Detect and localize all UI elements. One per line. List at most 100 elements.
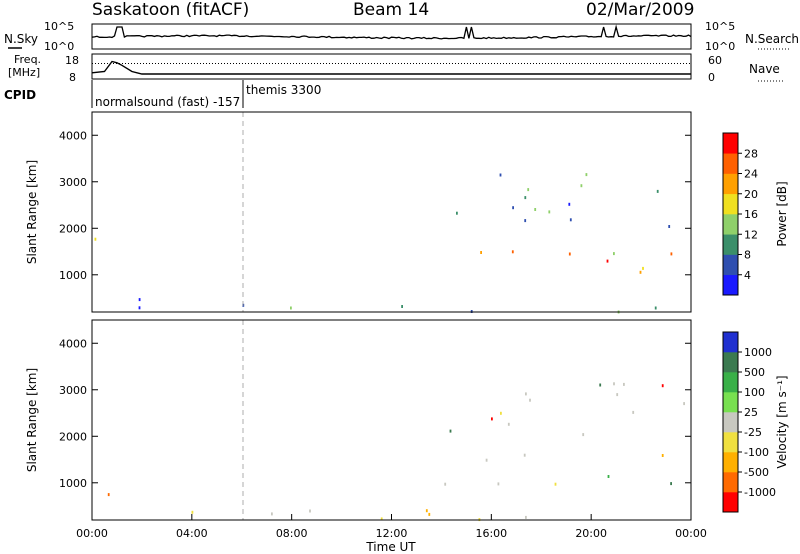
colorbar-tick-label: 20 <box>744 188 758 201</box>
colorbar-segment <box>723 452 738 473</box>
freq-bottom-tick: 8 <box>69 71 76 84</box>
data-cell <box>525 515 527 519</box>
x-ticks: 00:00 04:00 08:00 12:00 16:00 20:00 00:00 <box>76 514 707 540</box>
power-yticks: 1000 2000 3000 4000 <box>59 129 691 282</box>
y-tick-label: 3000 <box>59 384 87 397</box>
station-title: Saskatoon (fitACF) <box>92 0 249 20</box>
data-cell <box>507 422 510 426</box>
velocity-cells <box>107 382 685 522</box>
date-title: 02/Mar/2009 <box>586 0 694 20</box>
data-cell <box>568 202 571 206</box>
nave-label: Nave <box>749 62 780 76</box>
data-cell <box>613 252 615 256</box>
colorbar-tick-label: 28 <box>744 147 758 160</box>
data-cell <box>512 206 514 210</box>
colorbar-tick-label: 25 <box>744 406 758 419</box>
data-cell <box>548 210 551 214</box>
data-cell <box>569 218 572 222</box>
data-cell <box>380 517 383 521</box>
data-cell <box>616 393 619 397</box>
y-tick-label: 2000 <box>59 430 87 443</box>
data-cell <box>568 252 571 256</box>
colorbar-segment <box>723 352 738 373</box>
colorbar-segment <box>723 214 738 235</box>
y-tick-label: 1000 <box>59 269 87 282</box>
noise-search-label: N.Search <box>745 32 799 46</box>
colorbar-tick-label: 100 <box>744 386 765 399</box>
y-tick-label: 4000 <box>59 337 87 350</box>
freq-label-1: Freq. <box>14 53 41 66</box>
noise-right-bottom: 10^0 <box>705 40 735 53</box>
data-cell <box>500 411 502 415</box>
data-cell <box>613 382 615 386</box>
freq-top-tick: 18 <box>65 54 79 67</box>
colorbar-segment <box>723 492 738 513</box>
velocity-ylabel: Slant Range [km] <box>25 368 39 472</box>
colorbar-segment <box>723 254 738 276</box>
colorbar-segment <box>723 173 738 195</box>
data-cell <box>428 512 431 516</box>
x-tick-label: 16:00 <box>475 527 507 540</box>
colorbar-segment <box>723 472 738 493</box>
colorbar-tick-label: -1000 <box>744 486 776 499</box>
colorbar-tick-label: 1000 <box>744 346 772 359</box>
data-cell <box>309 509 311 513</box>
y-tick-label: 4000 <box>59 129 87 142</box>
data-cell <box>683 402 685 406</box>
data-cell <box>632 410 635 414</box>
x-tick-label: 04:00 <box>176 527 208 540</box>
colorbar-segment <box>723 412 738 433</box>
data-cell <box>401 305 403 308</box>
data-cell <box>668 225 671 228</box>
data-cell <box>511 250 514 254</box>
data-cell <box>654 306 657 310</box>
data-cell <box>534 208 537 211</box>
colorbar-tick-label: -25 <box>744 426 762 439</box>
data-cell <box>525 392 527 396</box>
data-cell <box>290 306 292 310</box>
freq-panel: Freq. [MHz] 18 8 60 0 Nave <box>8 53 784 84</box>
noise-sky-line <box>91 24 692 40</box>
colorbar-tick-label: -100 <box>744 446 769 459</box>
nave-top-tick: 60 <box>708 54 722 67</box>
data-cell <box>425 509 428 513</box>
colorbar-tick-label: 4 <box>744 269 751 282</box>
noise-sky-label: N.Sky <box>4 32 38 46</box>
data-cell <box>580 184 583 188</box>
colorbar-tick-label: 24 <box>744 168 758 181</box>
freq-line <box>91 60 691 75</box>
nave-bottom-tick: 0 <box>708 71 715 84</box>
data-cell <box>497 482 500 486</box>
data-cell <box>656 189 659 193</box>
noise-left-top: 10^5 <box>44 20 74 33</box>
data-cell <box>670 252 673 256</box>
power-cells <box>94 173 673 314</box>
colorbar-tick-label: -500 <box>744 466 769 479</box>
data-cell <box>191 510 194 514</box>
data-cell <box>585 173 588 177</box>
data-cell <box>499 173 502 177</box>
data-cell <box>529 398 531 402</box>
data-cell <box>480 251 482 254</box>
velocity-colorbar-label: Velocity [m s⁻¹] <box>775 375 789 468</box>
noise-right-top: 10^5 <box>705 20 735 33</box>
colorbar-segment <box>723 193 738 215</box>
data-cell <box>582 433 585 437</box>
colorbar-segment <box>723 372 738 393</box>
data-cell <box>554 482 557 486</box>
data-cell <box>623 382 625 386</box>
colorbar-segment <box>723 133 738 154</box>
colorbar-tick-label: 12 <box>744 228 758 241</box>
data-cell <box>523 453 526 457</box>
colorbar-segment <box>723 432 738 453</box>
data-cell <box>661 454 664 457</box>
data-cell <box>107 493 110 497</box>
colorbar-segment <box>723 392 738 413</box>
data-cell <box>639 270 642 274</box>
x-tick-label: 08:00 <box>276 527 308 540</box>
colorbar-segment <box>723 153 738 174</box>
data-cell <box>94 237 97 241</box>
data-cell <box>485 458 488 462</box>
y-tick-label: 3000 <box>59 176 87 189</box>
